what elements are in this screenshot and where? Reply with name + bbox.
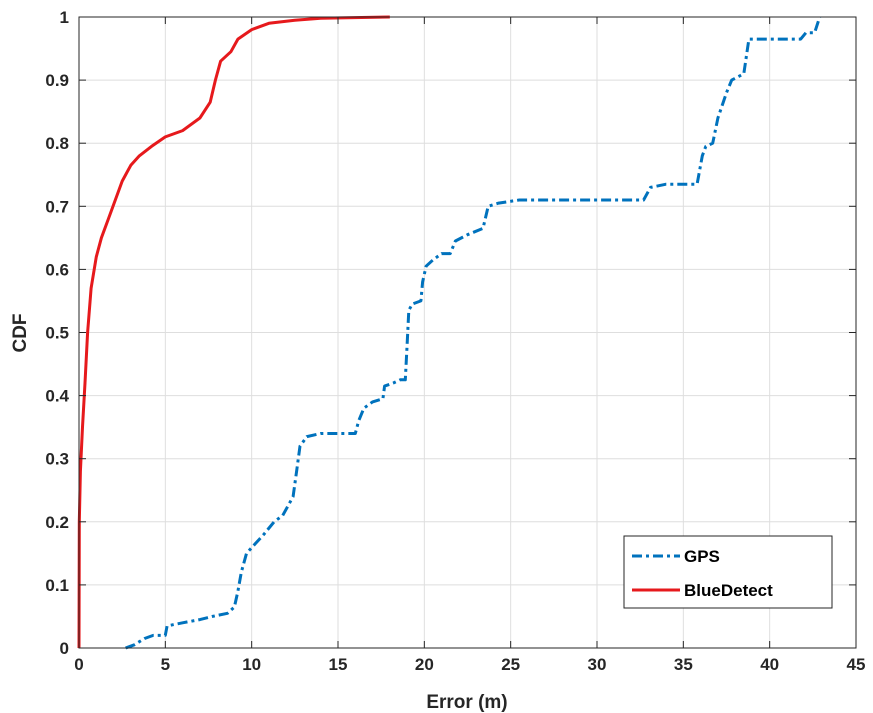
- x-tick-label: 35: [674, 655, 693, 674]
- series-line-gps: [125, 16, 822, 650]
- legend-label-gps: GPS: [684, 547, 720, 566]
- y-tick-label: 0.4: [45, 387, 69, 406]
- legend-label-bluedetect: BlueDetect: [684, 581, 773, 600]
- y-axis-label: CDF: [10, 313, 31, 352]
- y-tick-label: 1: [60, 8, 69, 27]
- x-axis-label: Error (m): [426, 692, 507, 713]
- x-tick-label: 20: [415, 655, 434, 674]
- y-tick-labels: 0 0.1 0.2 0.3 0.4 0.5 0.6 0.7 0.8 0.9 1: [45, 8, 69, 658]
- x-tick-label: 45: [847, 655, 866, 674]
- legend-box: [623, 535, 833, 609]
- x-tick-labels: 0 5 10 15 20 25 30 35 40 45: [74, 655, 865, 674]
- y-tick-label: 0.5: [45, 324, 69, 343]
- x-tick-label: 40: [760, 655, 779, 674]
- y-tick-label: 0.9: [45, 71, 69, 90]
- x-tick-label: 10: [242, 655, 261, 674]
- y-tick-label: 0: [60, 639, 69, 658]
- axis-ticks: [78, 16, 857, 649]
- x-tick-label: 15: [329, 655, 348, 674]
- x-tick-label: 0: [74, 655, 83, 674]
- x-tick-label: 30: [588, 655, 607, 674]
- grid-lines: [79, 17, 856, 648]
- y-tick-label: 0.8: [45, 134, 69, 153]
- y-tick-label: 0.2: [45, 513, 69, 532]
- series-layer: [77, 15, 822, 650]
- y-tick-label: 0.6: [45, 260, 69, 279]
- x-tick-label: 25: [501, 655, 520, 674]
- legend: GPS BlueDetect: [623, 535, 833, 609]
- y-tick-label: 0.7: [45, 197, 69, 216]
- x-tick-label: 5: [161, 655, 170, 674]
- series-line-bluedetect: [77, 15, 390, 649]
- y-tick-label: 0.3: [45, 450, 69, 469]
- y-tick-label: 0.1: [45, 576, 69, 595]
